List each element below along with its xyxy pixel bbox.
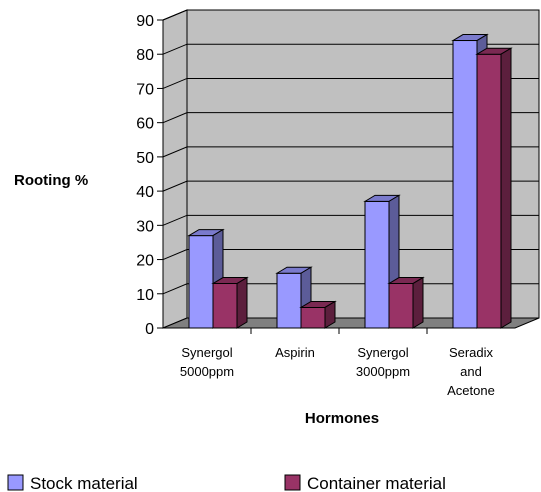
- bar-container-material: [211, 276, 249, 329]
- y-tick-label: 30: [136, 218, 154, 235]
- y-tick-label: 40: [136, 184, 154, 201]
- bar-container-material: [299, 300, 337, 329]
- bar-container-material: [475, 47, 513, 329]
- x-category-label: Aspirin: [275, 345, 315, 360]
- gridline: [162, 43, 539, 55]
- gridline: [162, 77, 539, 89]
- x-category-label: Synergol: [181, 345, 232, 360]
- gridline: [162, 249, 539, 261]
- legend-label-stock-material: Stock material: [30, 474, 138, 492]
- x-category-label: 5000ppm: [180, 364, 234, 379]
- y-tick-label: 50: [136, 150, 154, 167]
- x-axis-category-labels: Synergol 5000ppm Aspirin Synergol 3000ppm Ser…: [180, 345, 495, 398]
- x-category-label: Acetone: [447, 383, 495, 398]
- gridline: [162, 146, 539, 158]
- y-axis-title: Rooting %: [14, 172, 88, 189]
- y-tick-label: 20: [136, 253, 154, 270]
- gridline: [162, 180, 539, 192]
- side-wall-panel: [162, 9, 188, 329]
- x-axis-title: Hormones: [305, 410, 379, 427]
- y-tick-label: 60: [136, 116, 154, 133]
- x-category-label: 3000ppm: [356, 364, 410, 379]
- x-category-label: Seradix: [449, 345, 494, 360]
- legend: Stock material Container material: [7, 474, 446, 492]
- y-tick-label: 80: [136, 47, 154, 64]
- chart-gridlines: [162, 9, 539, 295]
- x-category-label: and: [460, 364, 482, 379]
- y-axis-tick-labels: 0 10 20 30 40 50 60 70 80 90: [136, 13, 154, 338]
- y-tick-label: 90: [136, 13, 154, 30]
- bar-container-material: [387, 276, 425, 329]
- gridline: [162, 9, 539, 21]
- y-tick-label: 10: [136, 287, 154, 304]
- gridline: [162, 112, 539, 124]
- y-tick-label: 0: [145, 321, 154, 338]
- x-category-label: Synergol: [357, 345, 408, 360]
- chart-bars: [187, 33, 513, 329]
- legend-label-container-material: Container material: [307, 474, 446, 492]
- y-tick-label: 70: [136, 81, 154, 98]
- legend-swatch-container-material: [284, 474, 301, 491]
- legend-swatch-stock-material: [7, 474, 24, 491]
- gridline: [162, 214, 539, 226]
